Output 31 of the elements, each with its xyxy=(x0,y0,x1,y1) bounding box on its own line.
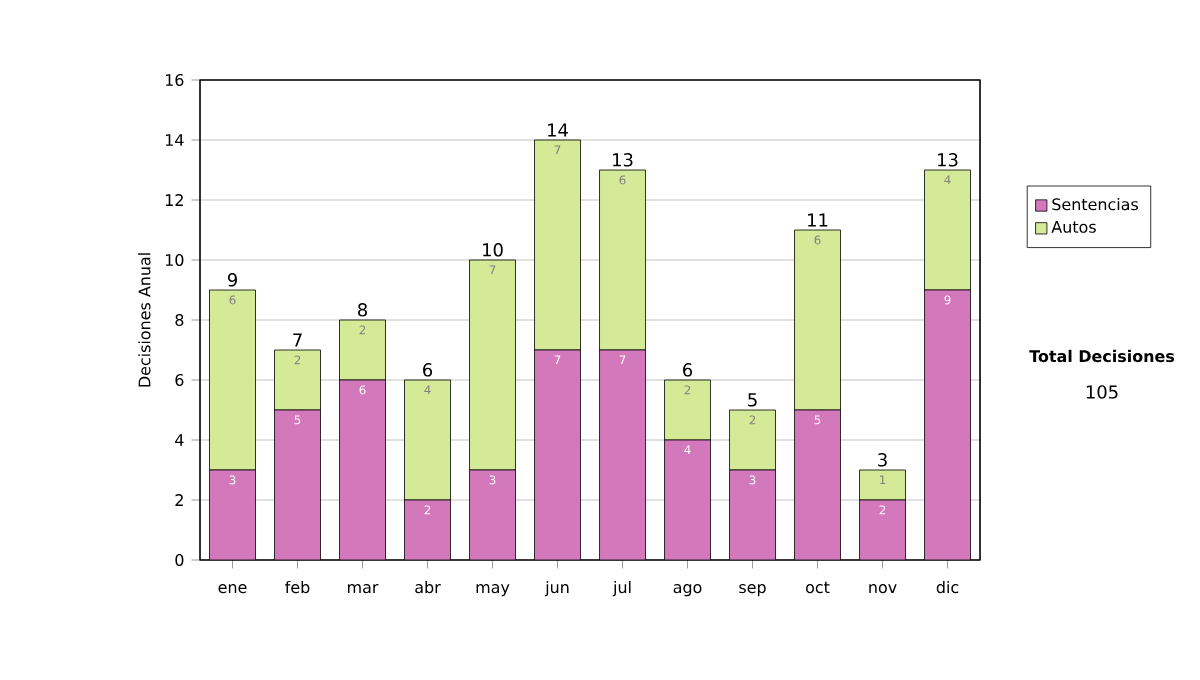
bar xyxy=(404,500,451,560)
bar xyxy=(599,350,646,560)
total-label: 10 xyxy=(483,243,503,257)
total-label: 3 xyxy=(878,453,887,467)
bar xyxy=(859,469,906,501)
bar xyxy=(664,440,711,560)
bar xyxy=(924,289,971,560)
total-label: 11 xyxy=(808,213,828,227)
bar xyxy=(794,410,841,560)
bar xyxy=(534,350,581,560)
total-label: 6 xyxy=(423,363,433,377)
total-label: 5 xyxy=(748,393,757,407)
total-label: 13 xyxy=(613,153,633,167)
bar xyxy=(404,379,451,501)
bar xyxy=(859,500,906,560)
bar xyxy=(339,319,386,381)
total-label: 9 xyxy=(227,273,237,287)
total-label: 8 xyxy=(358,303,367,317)
bar xyxy=(209,470,256,560)
bar xyxy=(664,379,711,441)
total-label: 6 xyxy=(683,363,693,377)
bar xyxy=(469,470,516,560)
bar xyxy=(729,409,776,471)
total-label: 13 xyxy=(938,153,958,167)
bar xyxy=(274,349,321,411)
total-label: 7 xyxy=(293,333,302,347)
total-label: 14 xyxy=(548,123,568,137)
bar xyxy=(274,410,321,560)
bar xyxy=(729,470,776,560)
text: 105 xyxy=(1086,385,1118,399)
bar xyxy=(339,380,386,560)
